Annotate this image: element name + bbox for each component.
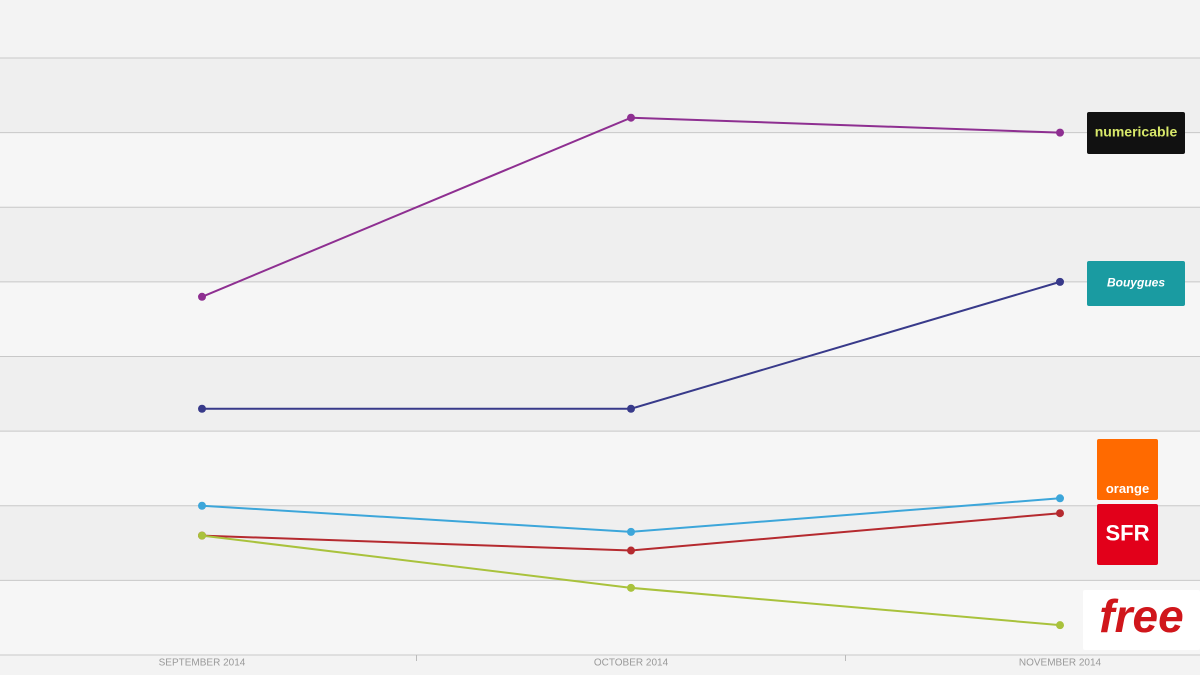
legend-label: SFR — [1106, 520, 1150, 545]
data-point — [1056, 621, 1064, 630]
data-point — [1056, 509, 1064, 518]
data-point — [1056, 277, 1064, 286]
data-point — [627, 404, 635, 413]
legend-logo — [1083, 590, 1200, 650]
data-point — [1056, 128, 1064, 137]
legend-logo — [1087, 112, 1185, 154]
data-point — [627, 546, 635, 555]
data-point — [627, 527, 635, 536]
legend-label: Bouygues — [1107, 276, 1165, 290]
data-point — [198, 404, 206, 413]
legend-label: orange — [1106, 481, 1149, 496]
data-point — [627, 583, 635, 592]
data-point — [198, 292, 206, 301]
legend-logo — [1087, 261, 1185, 306]
legend-logo — [1097, 439, 1158, 500]
data-point — [198, 501, 206, 510]
data-point — [198, 531, 206, 540]
x-tick-label: NOVEMBER 2014 — [1019, 658, 1102, 669]
legend-logo — [1097, 504, 1158, 565]
x-tick-label: SEPTEMBER 2014 — [159, 658, 246, 669]
legend-label: free — [1099, 590, 1183, 642]
x-tick-label: OCTOBER 2014 — [594, 658, 669, 669]
data-point — [1056, 494, 1064, 503]
data-point — [627, 113, 635, 122]
legend-label: numericable — [1095, 124, 1178, 140]
